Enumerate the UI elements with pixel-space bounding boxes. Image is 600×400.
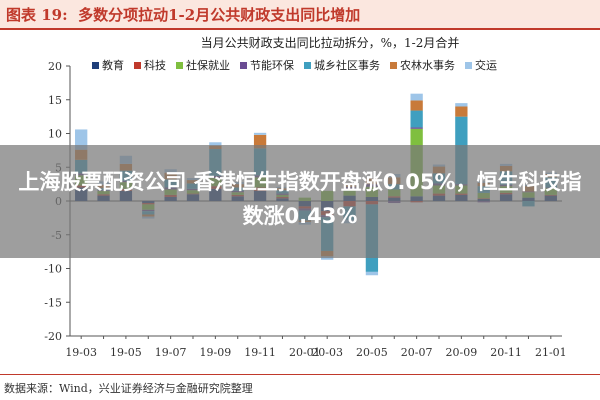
x-tick-label: 20-11 (490, 346, 522, 359)
legend-label: 城乡社区事务 (314, 58, 380, 72)
legend-item: 科技 (134, 58, 166, 72)
legend-item: 交运 (465, 58, 497, 72)
legend-swatch (92, 62, 99, 69)
x-tick-label: 20-05 (356, 346, 388, 359)
legend-swatch (304, 62, 311, 69)
legend-label: 教育 (102, 58, 124, 72)
x-tick-label: 19-05 (110, 346, 142, 359)
legend-label: 交运 (475, 58, 497, 72)
bar-segment (209, 142, 222, 146)
axes-layer: -20-15-10-50510152019-0319-0519-0719-091… (44, 60, 566, 359)
legend: 教育 科技 社保就业 节能环保 城乡社区事务 农林水事务 交运 (92, 58, 497, 72)
bar-segment (410, 93, 423, 101)
banner-headline: 上海股票配资公司 香港恒生指数开盘涨0.05%，恒生科技指数涨0.43% (18, 170, 582, 228)
bar-segment (321, 256, 334, 260)
bar-segment (365, 271, 379, 276)
legend-swatch (134, 62, 141, 69)
x-tick-label: 19-03 (65, 346, 97, 359)
y-tick-label: -20 (44, 330, 62, 343)
y-tick-label: -15 (44, 296, 62, 309)
figure-title-text: 多数分项拉动1-2月公共财政支出同比增加 (78, 6, 361, 24)
figure-header: 图表 19: 多数分项拉动1-2月公共财政支出同比增加 (0, 0, 600, 30)
bar-segment (253, 134, 267, 149)
source-note: 数据来源：Wind，兴业证券经济与金融研究院整理 (4, 382, 253, 395)
legend-item: 城乡社区事务 (304, 58, 380, 72)
x-tick-label: 19-11 (244, 346, 276, 359)
y-tick-label: 15 (48, 94, 62, 107)
legend-item: 社保就业 (176, 58, 230, 72)
chart-title: 当月公共财政支出同比拉动拆分，%，1-2月合并 (201, 35, 460, 50)
x-tick-label: 20-03 (311, 346, 343, 359)
legend-label: 节能环保 (250, 58, 294, 72)
legend-item: 教育 (92, 58, 124, 72)
legend-label: 社保就业 (186, 58, 230, 72)
legend-swatch (465, 62, 472, 69)
legend-item: 农林水事务 (390, 58, 455, 72)
bar-segment (253, 132, 267, 135)
figure-label: 图表 19: (6, 6, 68, 24)
footer-divider (0, 374, 600, 375)
legend-item: 节能环保 (240, 58, 294, 72)
overlay-banner: 上海股票配资公司 香港恒生指数开盘涨0.05%，恒生科技指数涨0.43% (0, 145, 600, 258)
bar-segment (410, 110, 423, 128)
x-tick-label: 20-09 (446, 346, 478, 359)
legend-label: 农林水事务 (400, 58, 455, 72)
y-tick-label: 20 (48, 60, 62, 73)
legend-label: 科技 (144, 58, 166, 72)
bar-segment (410, 127, 423, 129)
bar-segment (455, 103, 468, 107)
x-tick-label: 20-01 (289, 346, 321, 359)
x-tick-label: 19-09 (200, 346, 232, 359)
legend-swatch (390, 62, 397, 69)
x-tick-label: 20-07 (401, 346, 433, 359)
bar-segment (455, 106, 468, 117)
bar-segment (75, 129, 88, 150)
x-tick-label: 21-01 (535, 346, 567, 359)
y-tick-label: 10 (48, 128, 62, 141)
bar-segment (410, 100, 423, 111)
legend-swatch (240, 62, 247, 69)
figure-title: 图表 19: 多数分项拉动1-2月公共财政支出同比增加 (6, 4, 360, 25)
x-tick-label: 19-07 (155, 346, 187, 359)
legend-swatch (176, 62, 183, 69)
y-tick-label: -10 (44, 263, 62, 276)
